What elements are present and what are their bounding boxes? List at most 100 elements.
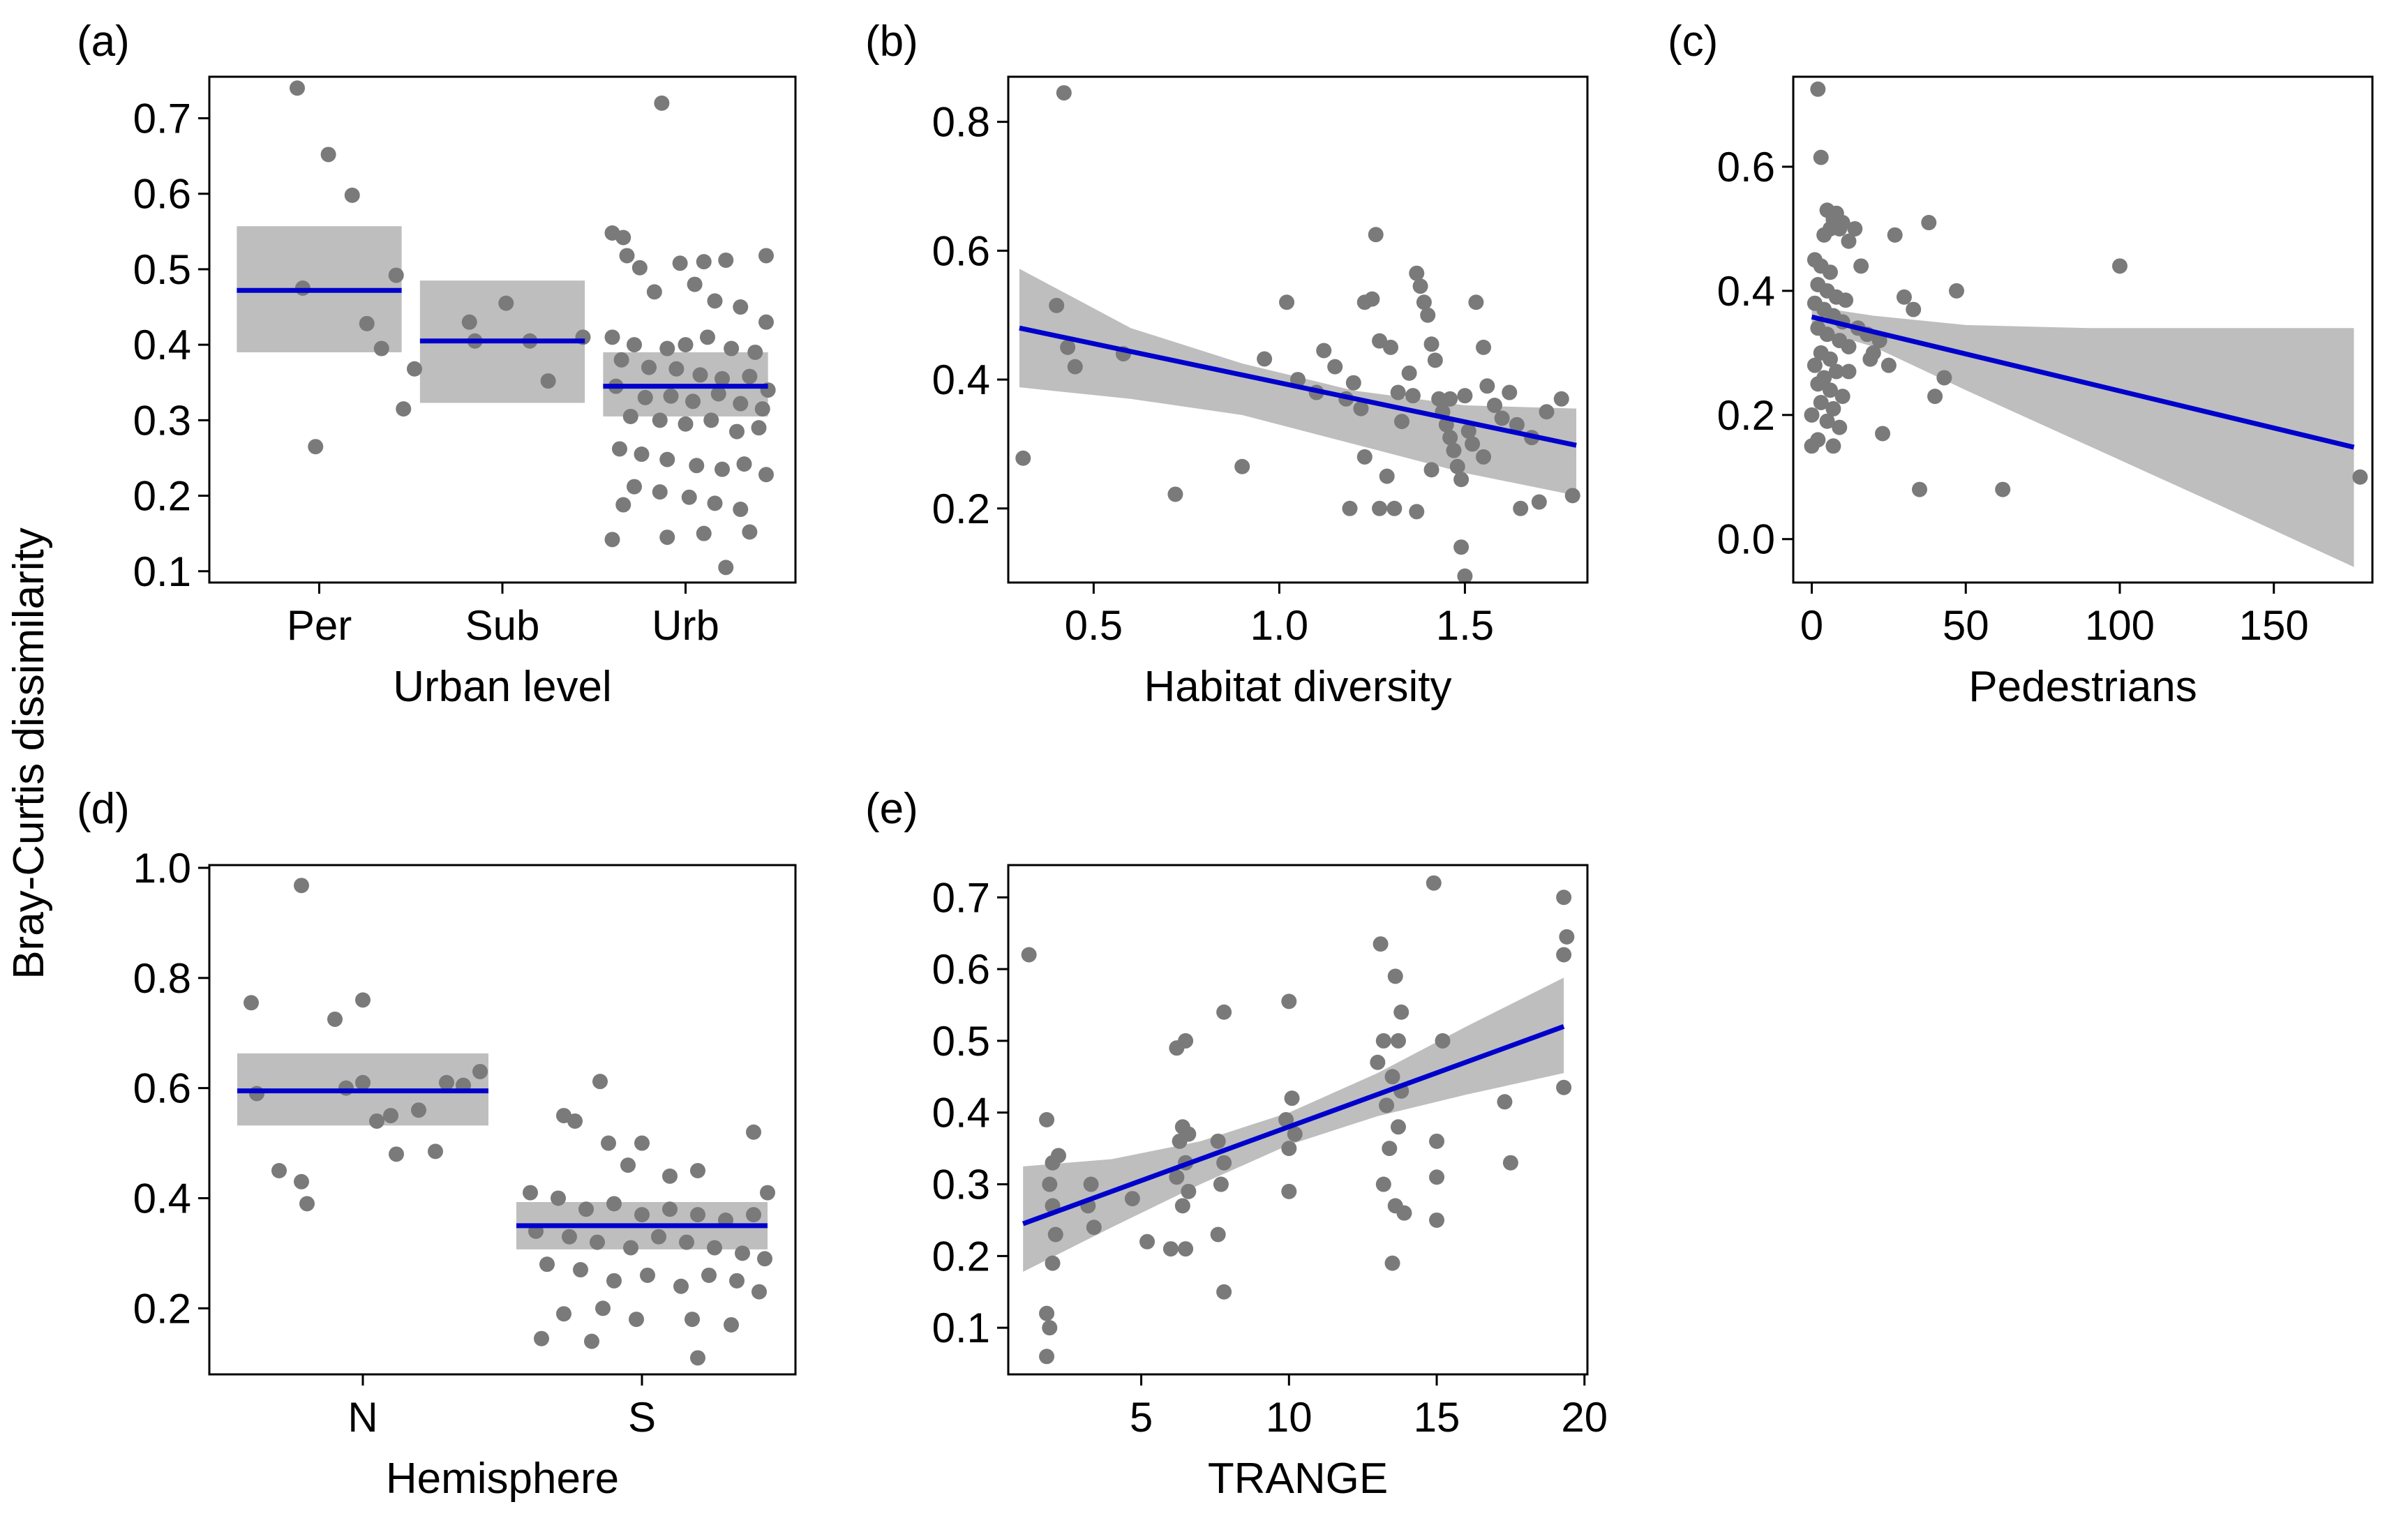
y-tick-label: 0.2 bbox=[932, 486, 990, 532]
data-point bbox=[673, 1278, 689, 1294]
data-point bbox=[1556, 947, 1572, 963]
data-point bbox=[685, 393, 701, 410]
data-point bbox=[652, 412, 668, 428]
data-point bbox=[707, 1240, 722, 1256]
data-point bbox=[1423, 462, 1439, 478]
data-point bbox=[1364, 291, 1380, 307]
panel-e: (e) 0.1 0.2 0.3 0.4 0.5 0.6 0.7 5 10 15 20 TRANGE bbox=[865, 785, 1608, 1503]
data-point bbox=[724, 1316, 739, 1333]
data-point bbox=[1372, 500, 1388, 516]
data-point bbox=[1427, 352, 1443, 368]
data-point bbox=[1172, 1133, 1188, 1149]
data-point bbox=[1497, 1094, 1513, 1110]
data-point bbox=[523, 1185, 538, 1201]
data-point bbox=[411, 1102, 426, 1118]
data-point bbox=[1375, 1033, 1391, 1049]
x-tick-label: 20 bbox=[1561, 1394, 1608, 1441]
data-point bbox=[742, 368, 758, 384]
y-tick-label: 0.8 bbox=[932, 99, 990, 146]
data-point bbox=[724, 340, 740, 357]
data-point bbox=[1384, 1069, 1400, 1085]
data-point bbox=[1479, 378, 1495, 394]
fit-line bbox=[1811, 314, 2355, 450]
data-point bbox=[623, 1240, 638, 1256]
data-point bbox=[685, 1312, 700, 1328]
x-axis-title: Urban level bbox=[393, 663, 612, 711]
data-point bbox=[1124, 1191, 1140, 1207]
data-point bbox=[1213, 1176, 1229, 1192]
data-point bbox=[622, 408, 638, 424]
data-point bbox=[373, 340, 389, 357]
plot-frame bbox=[208, 864, 797, 1376]
y-tick-label: 0.0 bbox=[1717, 516, 1775, 563]
plot-frame bbox=[1007, 864, 1589, 1376]
y-tick-label: 0.7 bbox=[133, 96, 191, 142]
data-point bbox=[1210, 1133, 1226, 1149]
data-point bbox=[742, 524, 758, 540]
data-point bbox=[1460, 423, 1476, 439]
data-point bbox=[584, 1333, 599, 1349]
data-point bbox=[1457, 568, 1473, 584]
data-point bbox=[498, 295, 514, 311]
data-point bbox=[1281, 1183, 1297, 1199]
data-point bbox=[1810, 81, 1826, 97]
plot-frame bbox=[1792, 75, 2374, 584]
data-point bbox=[1316, 343, 1332, 359]
data-point bbox=[355, 1074, 371, 1090]
data-point bbox=[1804, 438, 1820, 454]
data-point bbox=[1216, 1284, 1232, 1300]
y-tick-label: 0.4 bbox=[932, 1090, 990, 1136]
data-point bbox=[1384, 1255, 1400, 1271]
data-point bbox=[1368, 227, 1384, 243]
data-point bbox=[1401, 365, 1417, 381]
data-point bbox=[428, 1143, 443, 1159]
data-point bbox=[1816, 227, 1832, 243]
data-point bbox=[1379, 1097, 1395, 1113]
data-point bbox=[1060, 339, 1076, 355]
data-point bbox=[1927, 389, 1943, 405]
data-point bbox=[1353, 400, 1369, 416]
data-point bbox=[2352, 469, 2368, 485]
data-point bbox=[718, 252, 734, 268]
data-point bbox=[1887, 227, 1903, 243]
data-point bbox=[1494, 410, 1510, 426]
data-point bbox=[1039, 1305, 1055, 1321]
data-point bbox=[1086, 1219, 1102, 1236]
data-point bbox=[1453, 472, 1470, 488]
data-point bbox=[1847, 220, 1863, 237]
data-point bbox=[1409, 265, 1425, 281]
data-point bbox=[344, 187, 360, 203]
data-point bbox=[758, 248, 774, 264]
data-point bbox=[637, 389, 653, 405]
data-point bbox=[1423, 336, 1439, 352]
data-point bbox=[604, 329, 620, 345]
data-point bbox=[244, 995, 259, 1011]
data-point bbox=[758, 467, 774, 483]
data-point bbox=[1442, 391, 1458, 407]
x-tick-label: 15 bbox=[1414, 1394, 1460, 1441]
data-point bbox=[1050, 1148, 1066, 1164]
data-point bbox=[627, 479, 642, 495]
data-point bbox=[606, 1273, 622, 1289]
panel-label: (b) bbox=[865, 17, 918, 66]
data-point bbox=[1449, 458, 1465, 474]
data-point bbox=[439, 1074, 454, 1090]
panel-b: (b) 0.2 0.4 0.6 0.8 0.5 1.0 1.5 Habitat diversit… bbox=[865, 17, 1589, 711]
data-point bbox=[338, 1080, 354, 1096]
data-point bbox=[1825, 438, 1841, 454]
panel-label: (c) bbox=[1668, 17, 1718, 66]
y-tick-label: 0.4 bbox=[932, 357, 990, 403]
data-point bbox=[678, 416, 694, 432]
data-point bbox=[663, 388, 679, 404]
data-point bbox=[613, 352, 629, 368]
y-tick-label: 0.3 bbox=[133, 397, 191, 444]
y-tick-label: 0.3 bbox=[932, 1162, 990, 1208]
y-tick-label: 0.6 bbox=[133, 1065, 191, 1112]
data-point bbox=[389, 1146, 404, 1162]
data-point bbox=[1409, 504, 1425, 520]
data-point bbox=[729, 1273, 745, 1289]
data-point bbox=[1281, 1141, 1297, 1157]
data-point bbox=[1216, 1155, 1232, 1171]
data-point bbox=[1429, 1169, 1445, 1185]
